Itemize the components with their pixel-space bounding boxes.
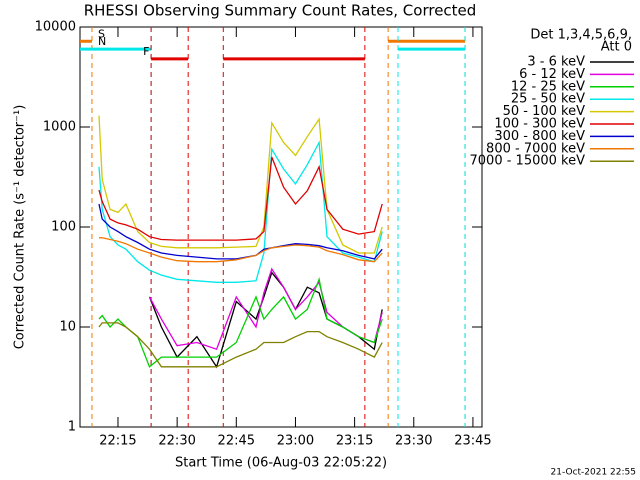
chart-title: RHESSI Observing Summary Count Rates, Co… xyxy=(84,2,477,20)
x-tick-label: 23:45 xyxy=(454,434,491,449)
x-tick-label: 23:30 xyxy=(395,434,432,449)
series-line xyxy=(98,140,383,283)
y-tick-label: 100 xyxy=(51,220,76,235)
x-tick-label: 22:30 xyxy=(158,434,195,449)
y-axis-label: Corrected Count Rate (s⁻¹ detector⁻¹) xyxy=(13,105,28,350)
legend-label: 6 - 12 keV xyxy=(519,67,585,82)
flag-label: N xyxy=(98,35,106,48)
timestamp: 21-Oct-2021 22:55 xyxy=(551,468,636,478)
x-tick-label: 23:00 xyxy=(277,434,314,449)
series-line xyxy=(98,322,383,368)
flag-label: F xyxy=(143,45,149,58)
y-tick-label: 1 xyxy=(68,420,76,435)
legend-label: 25 - 50 keV xyxy=(511,92,585,107)
legend-label: 12 - 25 keV xyxy=(511,79,585,94)
series-line xyxy=(98,156,383,241)
legend-header: Det 1,3,4,5,6,9, xyxy=(530,28,632,43)
legend-label: 7000 - 15000 keV xyxy=(470,154,586,169)
x-tick-label: 23:15 xyxy=(336,434,373,449)
series-line xyxy=(98,115,383,254)
flag-label: S xyxy=(98,27,105,40)
legend-label: 50 - 100 keV xyxy=(503,104,586,119)
legend-label: 800 - 7000 keV xyxy=(486,141,585,156)
series-line xyxy=(99,237,383,263)
legend-label: 300 - 800 keV xyxy=(494,129,585,144)
y-tick-label: 1000 xyxy=(43,120,76,135)
legend-label: 100 - 300 keV xyxy=(494,117,585,132)
legend-label: 3 - 6 keV xyxy=(527,55,585,70)
x-tick-label: 22:45 xyxy=(218,434,255,449)
x-axis-label: Start Time (06-Aug-03 22:05:22) xyxy=(175,456,387,471)
y-tick-label: 10000 xyxy=(35,20,76,35)
legend-header: Att 0 xyxy=(601,40,632,55)
x-tick-label: 22:15 xyxy=(99,434,136,449)
y-tick-label: 10 xyxy=(59,320,76,335)
